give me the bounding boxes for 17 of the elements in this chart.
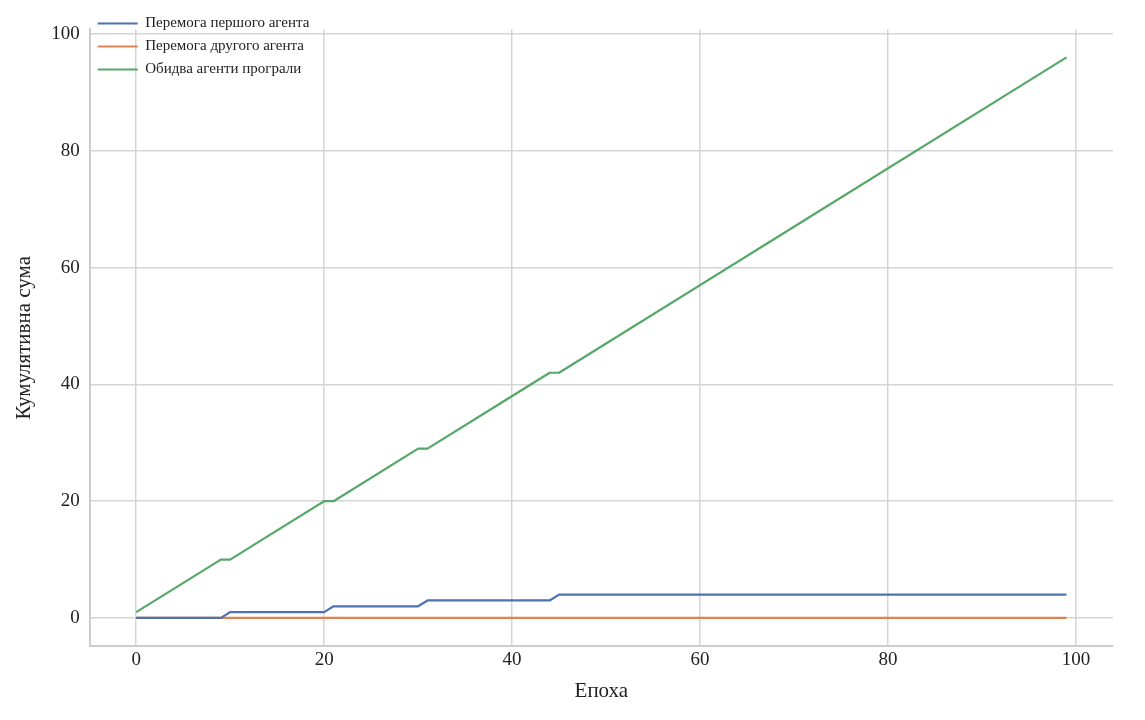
y-tick-label: 80 [60, 138, 80, 160]
x-tick-label: 60 [690, 648, 710, 670]
legend-label: Перемога першого агента [145, 14, 310, 31]
x-axis-title: Епоха [574, 677, 629, 702]
x-tick-label: 100 [1061, 648, 1091, 670]
y-tick-label: 100 [51, 22, 80, 44]
x-tick-label: 40 [502, 648, 522, 670]
x-tick-label: 0 [131, 648, 141, 670]
y-tick-label: 0 [70, 605, 80, 627]
x-tick-label: 20 [314, 648, 334, 670]
x-tick-label: 80 [878, 648, 898, 670]
y-tick-label: 40 [60, 372, 80, 394]
y-axis-title: Кумулятивна сума [11, 255, 36, 420]
legend-label: Перемога другого агента [145, 37, 305, 54]
y-tick-label: 20 [60, 489, 80, 511]
legend-label: Обидва агенти програли [145, 60, 302, 77]
y-tick-label: 60 [60, 255, 80, 277]
